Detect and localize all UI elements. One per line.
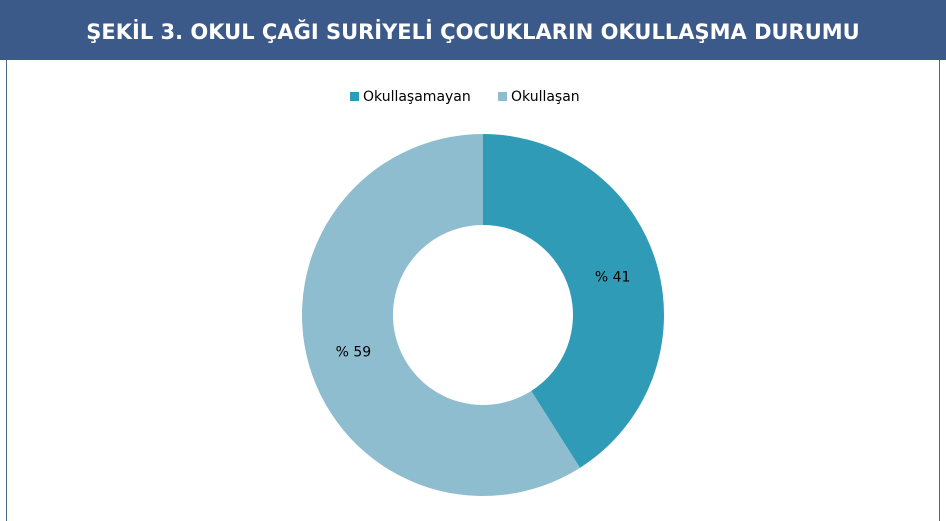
legend-swatch <box>350 92 359 101</box>
data-label: % 59 <box>336 345 372 361</box>
legend-label: Okullaşamayan <box>363 89 471 105</box>
chart-title: ŞEKİL 3. OKUL ÇAĞI SURİYELİ ÇOCUKLARIN O… <box>86 19 859 44</box>
data-label: % 41 <box>595 269 631 285</box>
legend-swatch <box>498 92 507 101</box>
title-bar <box>0 0 946 60</box>
donut-slice <box>483 134 665 468</box>
donut-slice <box>302 134 580 496</box>
legend-label: Okullaşan <box>511 89 580 105</box>
